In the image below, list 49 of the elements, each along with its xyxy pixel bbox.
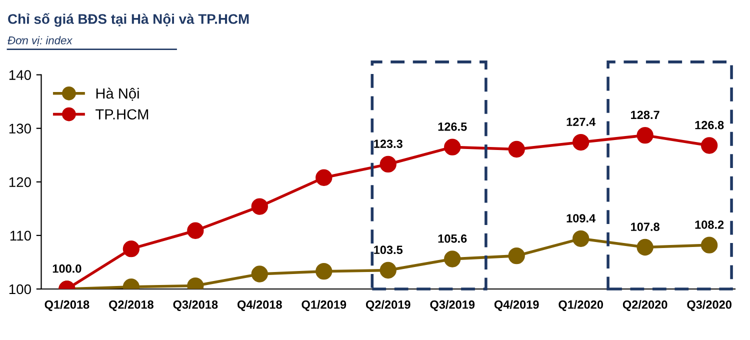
data-label: 107.8: [631, 222, 660, 232]
y-tick-label: 130: [9, 124, 31, 134]
point: [508, 140, 525, 158]
data-label: 126.5: [438, 122, 467, 131]
x-tick-label: Q3/2019: [430, 300, 475, 311]
x-tick-label: Q3/2018: [173, 300, 218, 311]
y-tick-label: 110: [10, 230, 31, 241]
point: [380, 262, 396, 279]
data-label: 126.8: [695, 120, 724, 130]
point: [122, 240, 140, 258]
legend-label: Hà Nội: [96, 88, 139, 101]
point: [636, 238, 654, 256]
data-label: 127.4: [566, 118, 596, 126]
y-tick-label: 140: [9, 70, 31, 80]
point: [572, 134, 590, 151]
point: [251, 198, 268, 215]
data-label: 128.7: [631, 110, 660, 120]
x-tick-label: Q4/2019: [494, 300, 539, 311]
chart-subtitle: Đơn vị: index: [8, 36, 73, 46]
x-tick-label: Q2/2019: [366, 300, 410, 311]
point: [316, 169, 332, 186]
point: [700, 236, 718, 254]
point: [444, 250, 461, 268]
y-tick-label: 100: [9, 284, 31, 294]
legend-label: TP.HCM: [96, 109, 148, 120]
data-label: 123.3: [374, 140, 402, 148]
x-tick-label: Q3/2020: [687, 300, 732, 311]
x-tick-label: Q1/2020: [558, 300, 603, 311]
x-tick-label: Q4/2018: [237, 300, 282, 311]
x-tick-label: Q1/2019: [302, 300, 346, 311]
data-label: 108.2: [695, 220, 724, 229]
x-tick-label: Q2/2020: [622, 300, 668, 311]
point: [636, 126, 654, 144]
data-label: 100.0: [52, 264, 82, 273]
point: [316, 262, 332, 280]
point: [187, 222, 204, 239]
point: [251, 266, 268, 282]
point: [508, 247, 525, 264]
data-label: 109.4: [566, 214, 596, 222]
data-label: 103.5: [374, 246, 403, 254]
x-tick-label: Q1/2018: [44, 300, 90, 311]
point: [700, 137, 718, 154]
point: [380, 156, 396, 173]
point: [572, 230, 590, 247]
point: [444, 138, 461, 156]
data-label: 105.6: [438, 234, 467, 243]
x-tick-label: Q2/2018: [109, 300, 154, 311]
chart-title: Chỉ số giá BĐS tại Hà Nội và TP.HCM: [8, 13, 249, 27]
y-tick-label: 120: [9, 177, 31, 188]
